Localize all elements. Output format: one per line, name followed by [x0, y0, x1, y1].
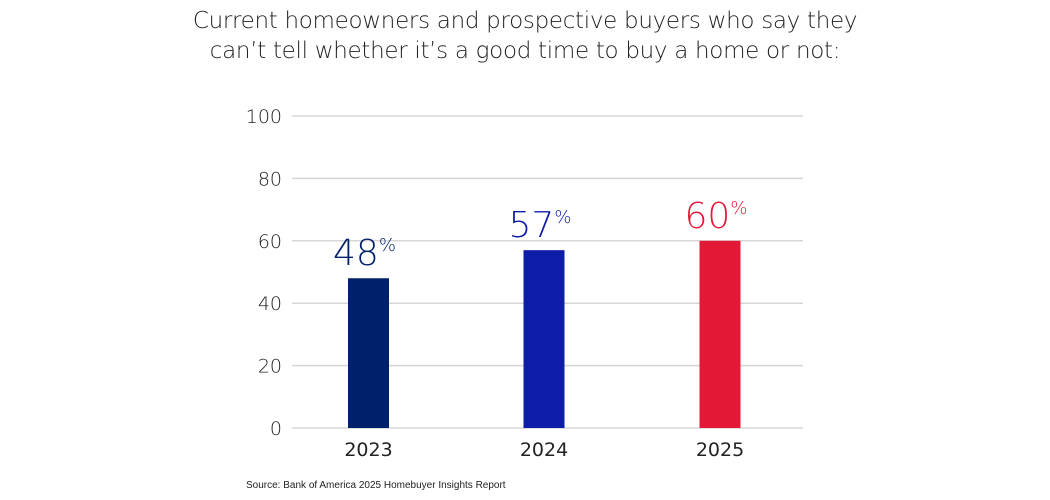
data-label-value: 57: [509, 205, 555, 246]
x-tick-label: 2025: [696, 439, 744, 461]
data-labels: 48% 57% 60%: [333, 196, 747, 274]
y-tick-label: 100: [246, 106, 282, 128]
y-tick-label: 20: [258, 356, 282, 378]
y-tick-label: 0: [270, 418, 282, 440]
y-axis-ticks: 0 20 40 60 80 100: [246, 106, 282, 440]
data-label-value: 48: [333, 233, 379, 274]
y-tick-label: 60: [258, 231, 282, 253]
x-tick-label: 2024: [520, 439, 568, 461]
data-label-suffix: %: [730, 198, 747, 219]
data-label-suffix: %: [554, 207, 571, 228]
data-label-2024: 57%: [509, 205, 572, 246]
data-label-suffix: %: [379, 235, 396, 256]
chart-title-line-2: can’t tell whether it’s a good time to b…: [209, 38, 841, 64]
chart-title-line-1: Current homeowners and prospective buyer…: [192, 8, 858, 34]
chart-title: Current homeowners and prospective buyer…: [0, 6, 1050, 66]
bar-2024: [523, 250, 565, 428]
source-note: Source: Bank of America 2025 Homebuyer I…: [246, 480, 506, 491]
bars: [348, 240, 741, 428]
data-label-2025: 60%: [685, 196, 748, 237]
data-label-2023: 48%: [333, 233, 396, 274]
y-tick-label: 80: [258, 168, 282, 190]
x-tick-label: 2023: [344, 439, 392, 461]
y-tick-label: 40: [258, 293, 282, 315]
bar-2023: [348, 278, 389, 428]
bar-2025: [699, 240, 741, 428]
data-label-value: 60: [685, 196, 731, 237]
x-axis-ticks: 2023 2024 2025: [344, 439, 744, 461]
